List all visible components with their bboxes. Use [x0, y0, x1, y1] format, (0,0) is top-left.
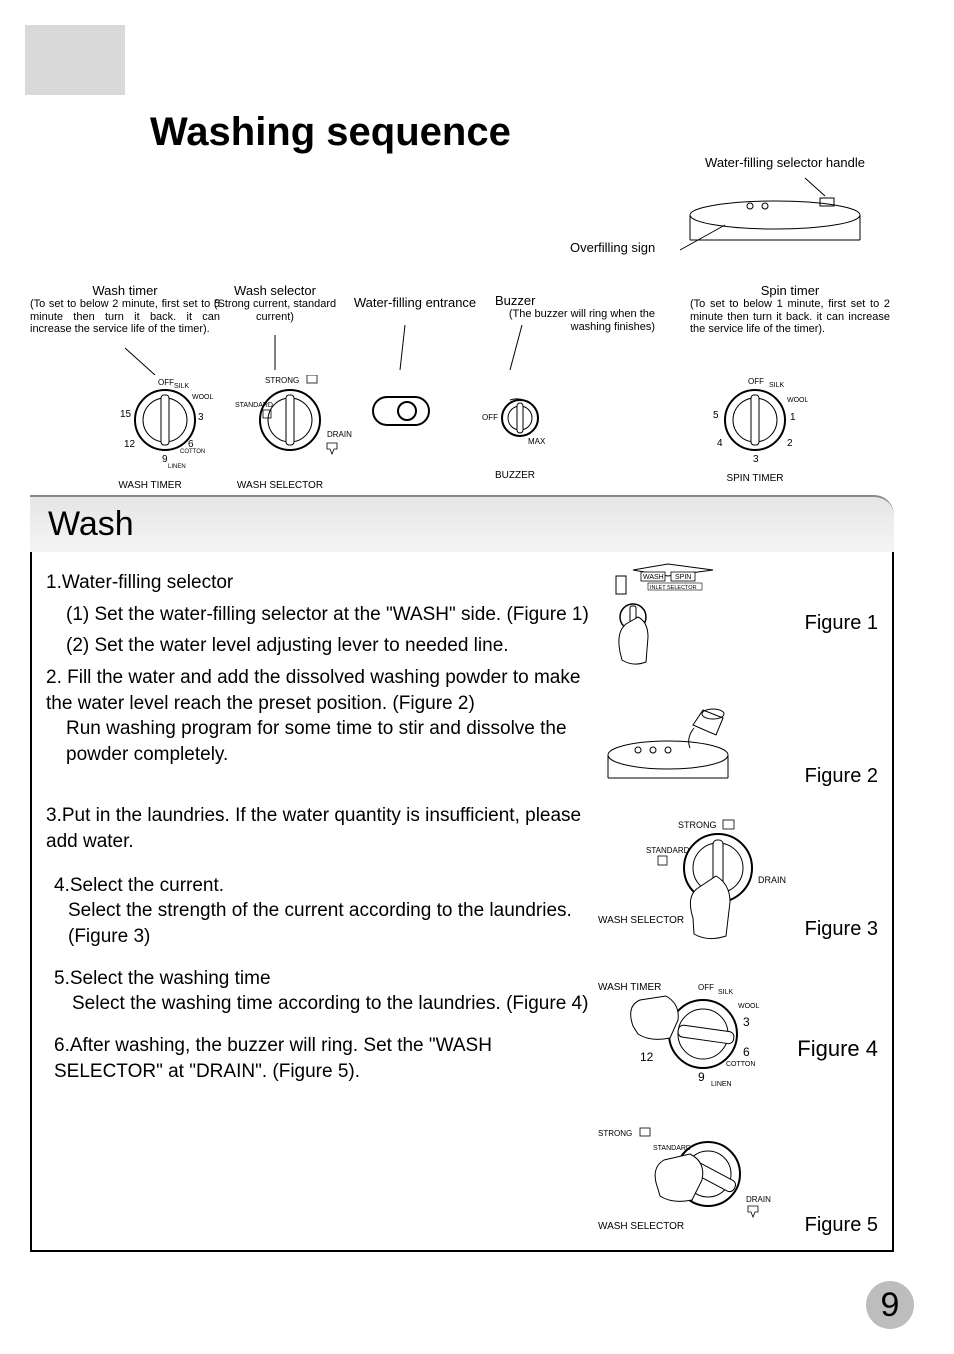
wash-section-header: Wash — [30, 495, 894, 552]
spin-timer-title: Spin timer — [690, 283, 890, 298]
step-4-head: 4.Select the current. — [54, 873, 591, 899]
figures-column: WASH SPIN INLET SELECTOR Figure 1 — [598, 562, 878, 1262]
figure-3-diagram: STRONG STANDARD DRAIN WASH SELECTOR — [598, 818, 818, 953]
spin-timer-3: 3 — [753, 454, 759, 465]
step-1-sub1: (1) Set the water-filling selector at th… — [46, 602, 591, 628]
page-number: 9 — [866, 1281, 914, 1329]
spin-timer-5: 5 — [713, 410, 719, 421]
figure-2-label: Figure 2 — [805, 765, 878, 788]
buzzer-title: Buzzer — [495, 293, 655, 308]
figure-5-diagram: STRONG STANDARD DRAIN WASH SELECTOR — [598, 1124, 808, 1239]
step-5-head: 5.Select the washing time — [54, 966, 591, 992]
dial-linen-label: LINEN — [168, 464, 186, 470]
wash-selector-caption: WASH SELECTOR — [220, 480, 340, 491]
selector-standard-label: STANDARD — [235, 402, 273, 409]
fig1-spin-label: SPIN — [675, 574, 691, 581]
spin-timer-4: 4 — [717, 438, 723, 449]
fig4-linen: LINEN — [711, 1081, 732, 1088]
figure-2-diagram — [598, 700, 768, 795]
spin-silk-label: SILK — [769, 382, 785, 389]
fig3-drain: DRAIN — [758, 875, 786, 885]
fig5-drain: DRAIN — [746, 1195, 771, 1204]
figure-5-label: Figure 5 — [805, 1214, 878, 1237]
step-1-head: 1.Water-filling selector — [46, 570, 591, 596]
step-3: 3.Put in the laundries. If the water qua… — [46, 803, 591, 854]
buzzer-max-label: MAX — [528, 437, 546, 446]
wash-timer-3: 3 — [198, 412, 204, 423]
wash-selector-title: Wash selector — [210, 283, 340, 298]
dial-cotton-label: COTTON — [180, 449, 205, 455]
fig3-standard: STANDARD — [646, 846, 690, 855]
spin-timer-caption: SPIN TIMER — [705, 473, 805, 484]
step-6: 6.After washing, the buzzer will ring. S… — [46, 1033, 591, 1084]
wash-timer-12: 12 — [124, 439, 136, 450]
buzzer-off-label: OFF — [482, 413, 498, 422]
fig4-off: OFF — [698, 983, 714, 992]
wash-timer-dial: OFF SILK WOOL 3 6 COTTON 9 LINEN 12 15 — [110, 375, 220, 485]
overfilling-sign-label: Overfilling sign — [570, 240, 655, 255]
selector-drain-label: DRAIN — [327, 430, 352, 439]
fig3-strong: STRONG — [678, 820, 717, 830]
fig1-inlet-selector: INLET SELECTOR — [650, 585, 697, 591]
wash-timer-title: Wash timer — [30, 283, 220, 298]
figure-3-label: Figure 3 — [805, 918, 878, 941]
fig4-6: 6 — [743, 1045, 750, 1059]
fig1-wash-label: WASH — [643, 574, 664, 581]
buzzer-caption: BUZZER — [470, 470, 560, 481]
figure-1-diagram: WASH SPIN INLET SELECTOR — [608, 562, 748, 677]
spin-timer-dial: OFF SILK WOOL 1 2 3 4 5 — [695, 370, 815, 480]
step-1-sub2: (2) Set the water level adjusting lever … — [46, 633, 591, 659]
fig4-caption: WASH TIMER — [598, 982, 661, 993]
step-2-cont: Run washing program for some time to sti… — [46, 716, 591, 767]
step-5-body: Select the washing time according to the… — [54, 991, 591, 1017]
fig5-caption: WASH SELECTOR — [598, 1221, 684, 1232]
wash-timer-15: 15 — [120, 409, 132, 420]
spin-wool-label: WOOL — [787, 397, 808, 404]
wash-timer-caption: WASH TIMER — [95, 480, 205, 491]
water-entrance-title: Water-filling entrance — [335, 295, 495, 310]
fig4-silk: SILK — [718, 989, 734, 996]
controls-overview-panel: Water-filling selector handle Overfillin… — [30, 165, 894, 495]
instructions-column: 1.Water-filling selector (1) Set the wat… — [46, 570, 591, 1084]
dial-silk-label: SILK — [174, 383, 190, 390]
fig4-cotton: COTTON — [726, 1061, 755, 1068]
page-title: Washing sequence — [150, 110, 894, 155]
figure-1-label: Figure 1 — [805, 612, 878, 635]
selector-strong-label: STRONG — [265, 376, 299, 385]
figure-4-diagram: WASH TIMER OFF SILK WOOL 3 6 COTTON 9 LI… — [598, 976, 808, 1101]
wash-section-box: 1.Water-filling selector (1) Set the wat… — [30, 552, 894, 1252]
fig5-strong: STRONG — [598, 1129, 632, 1138]
spin-timer-1: 1 — [790, 412, 796, 423]
water-selector-handle-label: Water-filling selector handle — [670, 155, 900, 170]
fig4-9: 9 — [698, 1070, 705, 1084]
fig4-wool: WOOL — [738, 1003, 759, 1010]
figure-4-label: Figure 4 — [797, 1036, 878, 1062]
wash-selector-dial: STRONG STANDARD DRAIN — [235, 375, 365, 485]
water-selector-handle-diagram — [670, 170, 880, 255]
spin-timer-2: 2 — [787, 438, 793, 449]
step-2: 2. Fill the water and add the dissolved … — [46, 665, 591, 716]
grey-corner-tab — [25, 25, 125, 95]
buzzer-dial: OFF MAX — [470, 380, 570, 480]
fig4-12: 12 — [640, 1050, 654, 1064]
step-4-body: Select the strength of the current accor… — [54, 898, 591, 949]
dial-wool-label: WOOL — [192, 394, 213, 401]
pointer-lines — [30, 315, 730, 375]
fig3-caption: WASH SELECTOR — [598, 915, 684, 926]
water-entrance-icon — [365, 385, 445, 445]
dial-off-label: OFF — [158, 378, 174, 387]
fig4-3: 3 — [743, 1015, 750, 1029]
spin-off-label: OFF — [748, 377, 764, 386]
